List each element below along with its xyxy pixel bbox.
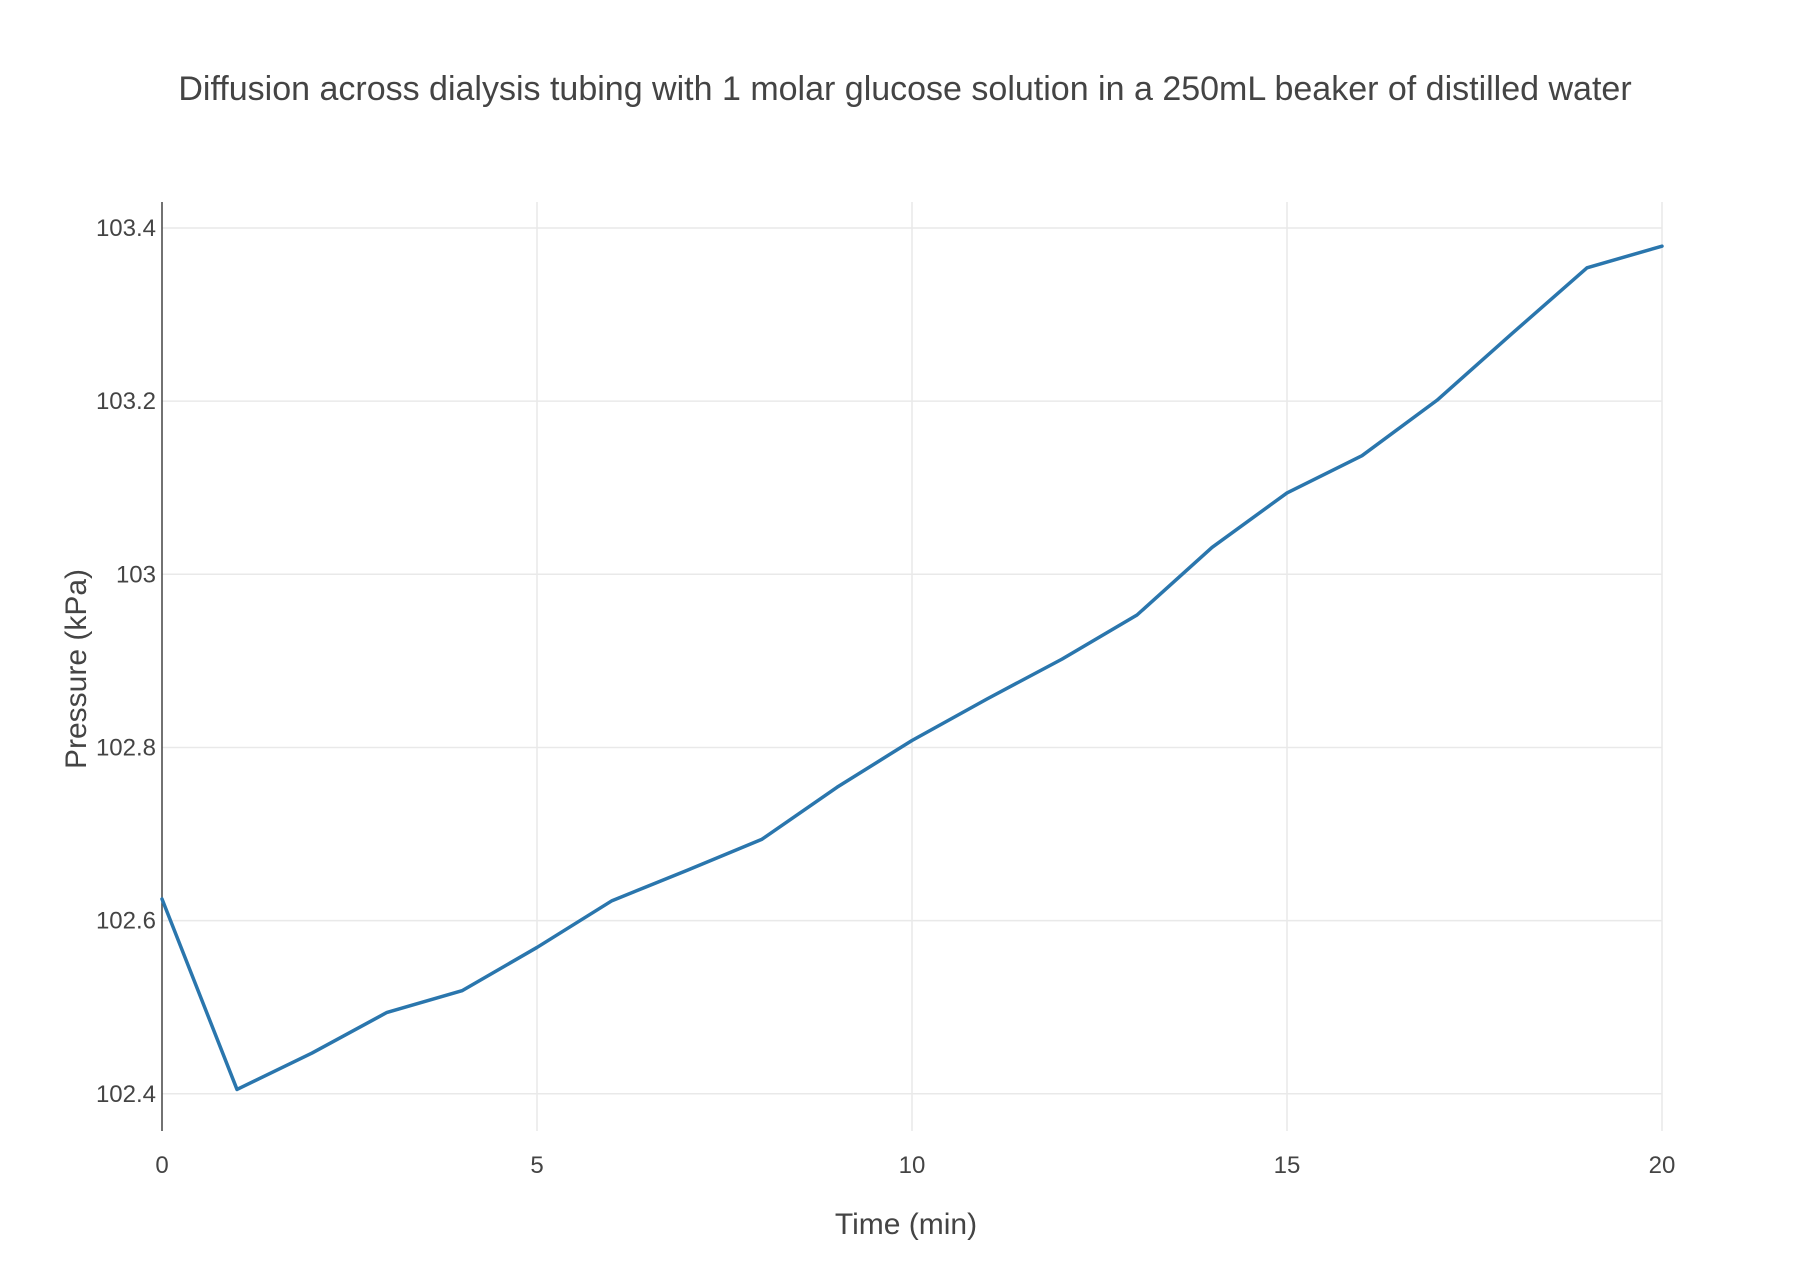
x-tick-label: 5 bbox=[530, 1152, 543, 1179]
x-tick-label: 10 bbox=[899, 1152, 926, 1179]
y-tick-label: 102.8 bbox=[96, 734, 156, 761]
y-tick-label: 103 bbox=[116, 561, 156, 588]
grid-layer bbox=[162, 202, 1663, 1131]
x-tick-label: 20 bbox=[1649, 1152, 1676, 1179]
x-tick-label: 0 bbox=[155, 1152, 168, 1179]
y-tick-label: 102.4 bbox=[96, 1081, 156, 1108]
series-line bbox=[160, 244, 1664, 1092]
y-tick-label: 103.2 bbox=[96, 388, 156, 415]
x-tick-label: 15 bbox=[1274, 1152, 1301, 1179]
series-layer bbox=[160, 244, 1664, 1092]
chart-title: Diffusion across dialysis tubing with 1 … bbox=[178, 70, 1631, 108]
y-tick-label: 102.6 bbox=[96, 908, 156, 935]
y-axis-title: Pressure (kPa) bbox=[60, 569, 93, 769]
tick-label-layer: 0 5 10 15 20 102.4 102.6 102.8 103 103.2 103.4 bbox=[96, 215, 1675, 1179]
y-tick-label: 103.4 bbox=[96, 215, 156, 242]
x-axis-title: Time (min) bbox=[835, 1208, 977, 1241]
